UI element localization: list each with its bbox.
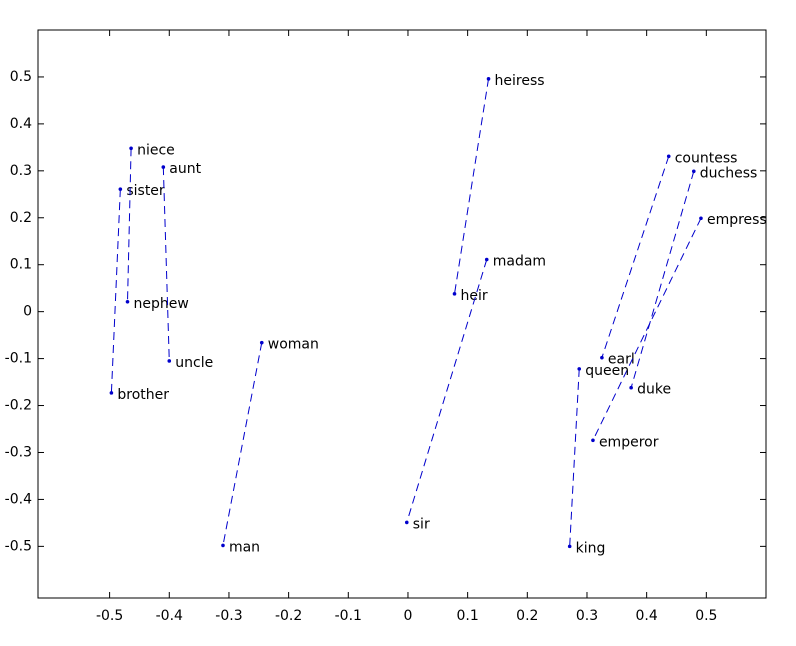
point (486, 77, 491, 81)
pair-line (110, 189, 121, 393)
point (167, 359, 172, 363)
y-tick-label: 0.5 (10, 69, 32, 85)
point-label: nephew (134, 296, 189, 312)
plot-frame (37, 29, 767, 599)
x-tick-label: 0.5 (695, 608, 717, 624)
x-tick-label: 0 (404, 608, 413, 624)
pair-line (454, 78, 490, 294)
x-tick-label: -0.4 (156, 608, 183, 624)
point (567, 544, 572, 549)
pair-line (162, 167, 170, 361)
point-label: heir (461, 288, 488, 304)
pair-line (592, 218, 702, 441)
point (699, 216, 703, 221)
y-tick-label: 0.3 (10, 163, 32, 179)
y-tick-label: -0.4 (5, 491, 32, 507)
x-tick-label: -0.2 (275, 608, 302, 624)
point-label: sister (126, 183, 165, 199)
y-tick-label: 0.4 (10, 116, 32, 132)
x-tick-label: 0.4 (636, 608, 658, 624)
y-tick-label: -0.3 (5, 444, 32, 460)
pair-line (569, 368, 580, 547)
x-tick-label: 0.2 (516, 608, 538, 624)
pair-line (222, 342, 263, 546)
point-label: queen (585, 363, 629, 379)
pair-line (127, 148, 132, 302)
x-tick-label: 0.1 (457, 608, 479, 624)
point-label: brother (117, 387, 169, 403)
point (129, 146, 133, 151)
pair-line (406, 259, 488, 523)
x-tick-label: -0.5 (96, 608, 123, 624)
point-label: sir (413, 516, 430, 532)
point (259, 340, 264, 345)
point (161, 165, 166, 169)
point (629, 385, 633, 390)
y-tick-label: -0.1 (5, 351, 32, 367)
x-tick-label: -0.1 (335, 608, 362, 624)
point-label: heiress (495, 73, 545, 89)
point (577, 367, 582, 371)
point (484, 257, 489, 262)
point-label: countess (675, 150, 738, 166)
point-label: uncle (175, 355, 213, 371)
point-label: madam (493, 254, 546, 270)
point (666, 154, 671, 159)
point-label: duchess (700, 165, 758, 181)
point (221, 543, 225, 548)
y-tick-label: 0.2 (10, 210, 32, 226)
point (404, 520, 409, 525)
x-tick-label: -0.3 (215, 608, 242, 624)
point (600, 355, 604, 360)
point-label: duke (637, 382, 671, 398)
y-tick-label: 0 (23, 304, 32, 320)
pair-line (630, 171, 695, 388)
x-tick-label: 0.3 (576, 608, 598, 624)
point (591, 438, 595, 443)
point-label: king (576, 540, 606, 556)
point-label: empress (707, 212, 767, 228)
point (109, 391, 114, 395)
point-label: emperor (599, 434, 659, 450)
pair-line (601, 156, 670, 358)
y-tick-label: 0.1 (10, 257, 32, 273)
point-label: earl (608, 352, 635, 368)
point-label: niece (137, 142, 175, 158)
y-tick-label: -0.5 (5, 538, 32, 554)
point (691, 169, 696, 174)
point-label: aunt (169, 161, 201, 177)
point-label: woman (268, 337, 319, 353)
point (452, 292, 457, 296)
y-tick-label: -0.2 (5, 398, 32, 414)
point-label: man (229, 539, 260, 555)
point (118, 187, 123, 191)
point (125, 299, 130, 304)
